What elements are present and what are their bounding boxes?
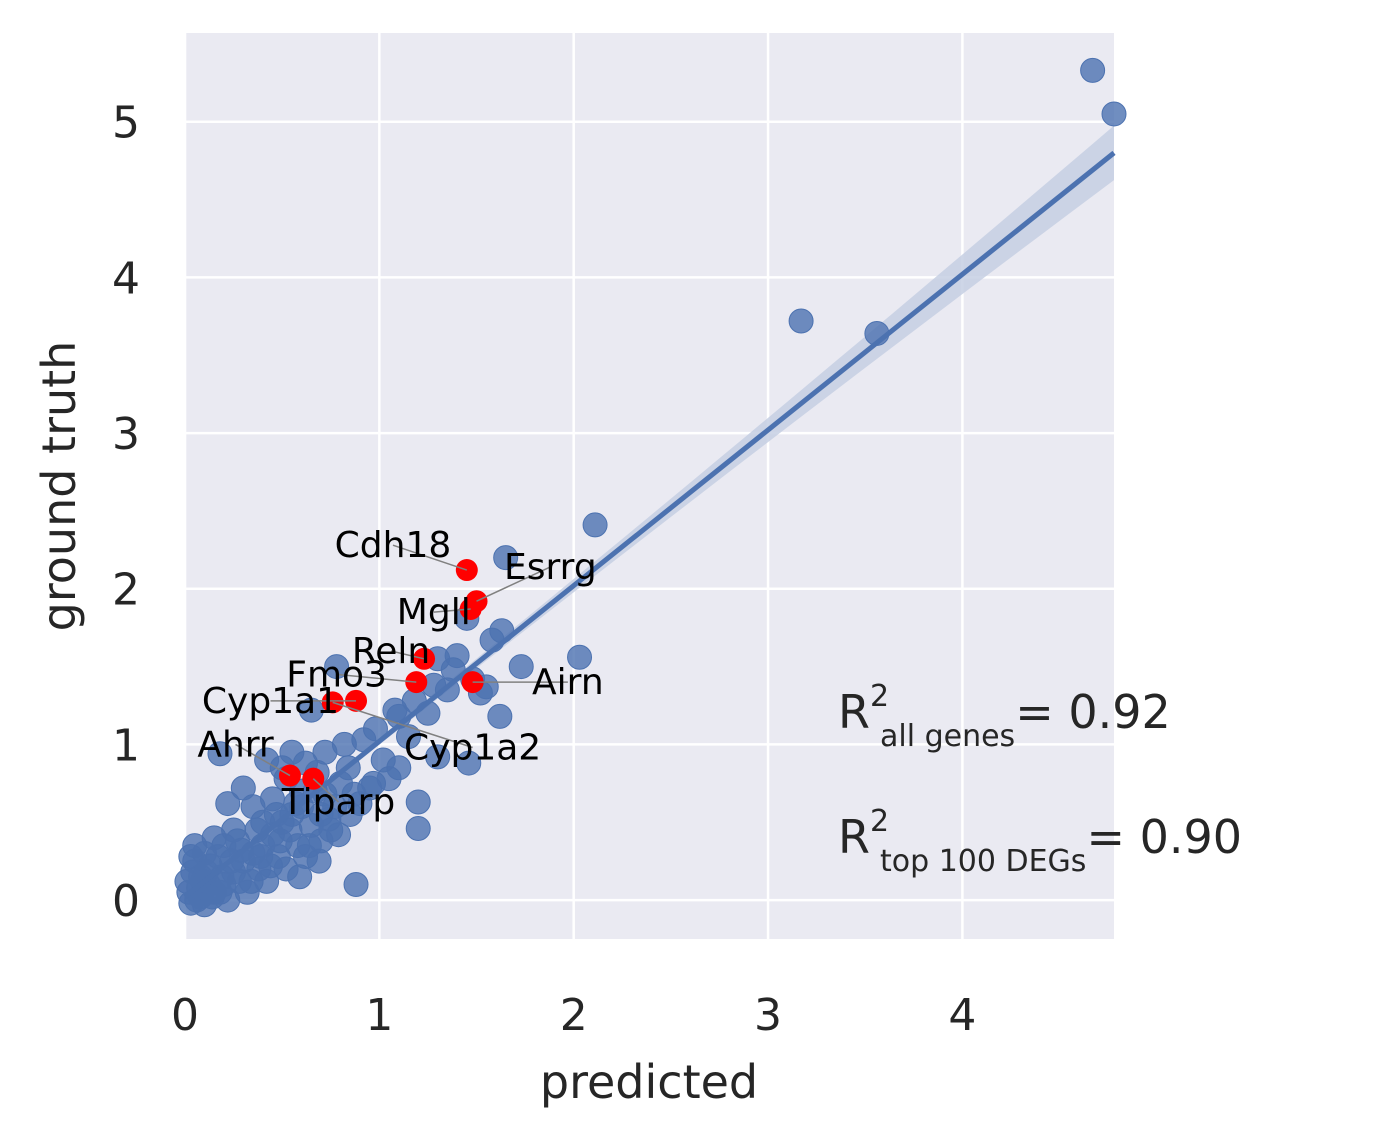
data-point (582, 512, 608, 538)
data-point (1080, 57, 1106, 83)
gene-label: Fmo3 (286, 654, 387, 695)
regression-line-group (183, 150, 1116, 899)
x-tick-label: 0 (171, 990, 199, 1041)
data-point (788, 308, 814, 334)
data-point (298, 697, 324, 723)
gene-label: Tiparp (281, 782, 395, 823)
annotation-arrow (390, 650, 425, 660)
data-point (508, 654, 534, 680)
data-point (343, 872, 369, 898)
data-point (277, 817, 303, 843)
data-point (567, 644, 593, 670)
gene-label: Airn (532, 662, 604, 703)
data-point (493, 545, 519, 571)
r2-all-value: = 0.92 (1015, 685, 1171, 739)
data-point (287, 864, 313, 890)
regression-line (183, 150, 1116, 899)
gene-label: Cyp1a2 (404, 728, 541, 769)
r2-all-sup: 2 (870, 679, 889, 714)
data-point (199, 884, 225, 910)
data-point (283, 791, 309, 817)
data-point (425, 744, 451, 770)
gene-label: Cyp1a1 (202, 681, 339, 722)
gene-label: Mgll (397, 592, 471, 633)
data-point (207, 741, 233, 767)
x-tick-label: 1 (365, 990, 393, 1041)
data-point (238, 868, 264, 894)
r2-top-sub: top 100 DEGs (880, 844, 1086, 879)
gene-label: Cdh18 (335, 525, 452, 566)
r2-all-sub: all genes (880, 719, 1015, 754)
r2-all-prefix: R (838, 685, 870, 739)
y-tick-label: 0 (112, 876, 140, 927)
data-point (396, 724, 422, 750)
r2-all-genes: R2 all genes= 0.92 (838, 679, 1171, 754)
gene-label: Reln (352, 631, 430, 672)
data-point (258, 853, 284, 879)
gene-label: Ahrr (197, 724, 274, 765)
data-point (361, 770, 387, 796)
r2-top-sup: 2 (870, 804, 889, 839)
y-tick-label: 3 (112, 409, 140, 460)
data-point (215, 791, 241, 817)
data-point (326, 822, 352, 848)
r2-top-prefix: R (838, 810, 870, 864)
data-point (182, 833, 208, 859)
data-point (405, 789, 431, 815)
annotation-arrow (332, 701, 473, 749)
annotation-arrow (312, 778, 340, 803)
annotation-arrow (476, 566, 551, 602)
r2-top-value: = 0.90 (1086, 810, 1242, 864)
data-point (382, 697, 408, 723)
data-point (370, 747, 396, 773)
annotation-arrow (235, 743, 291, 777)
gene-label: Esrrg (504, 547, 597, 588)
y-axis-label: ground truth (32, 341, 86, 632)
annotation-arrow (336, 673, 417, 683)
data-point (230, 775, 256, 801)
data-point (405, 815, 431, 841)
x-tick-label: 3 (754, 990, 782, 1041)
data-point (306, 848, 332, 874)
y-tick-label: 2 (112, 565, 140, 616)
annotation-arrow (433, 608, 471, 613)
tick-labels: 0 1 2 3 4 0 1 2 3 4 5 (112, 98, 976, 1041)
data-point (324, 654, 350, 680)
data-point (1101, 101, 1127, 127)
x-tick-label: 2 (560, 990, 588, 1041)
y-tick-label: 4 (112, 253, 140, 304)
label-arrows (235, 544, 568, 803)
data-point (341, 781, 367, 807)
annotation-arrow (392, 544, 468, 571)
y-tick-label: 1 (112, 720, 140, 771)
y-tick-label: 5 (112, 98, 140, 149)
data-point (487, 703, 513, 729)
x-tick-label: 4 (948, 990, 976, 1041)
r2-top-degs: R2 top 100 DEGs= 0.90 (838, 804, 1242, 879)
data-point (456, 750, 482, 776)
x-axis-label: predicted (540, 1055, 758, 1109)
data-point (312, 739, 338, 765)
